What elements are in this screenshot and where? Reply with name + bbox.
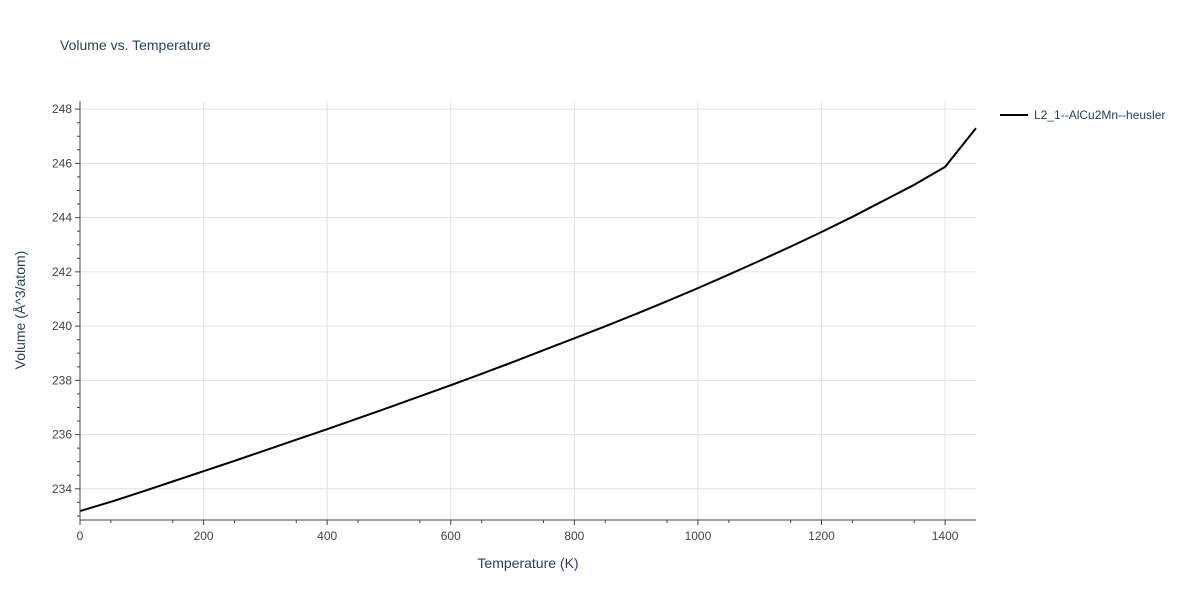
x-tick-label: 800 (564, 529, 584, 543)
grid-lines (80, 101, 976, 520)
chart-title: Volume vs. Temperature (60, 37, 211, 53)
series-line[interactable] (79, 127, 977, 513)
legend-entry-label: L2_1--AlCu2Mn--heusler (1034, 108, 1165, 122)
x-tick-label: 1400 (932, 529, 959, 543)
y-tick-label: 242 (52, 265, 72, 279)
y-tick-label: 234 (52, 482, 72, 496)
series-layer (79, 127, 977, 513)
x-tick-label: 400 (317, 529, 337, 543)
x-tick-label: 600 (441, 529, 461, 543)
y-tick-label: 236 (52, 428, 72, 442)
y-tick-label: 248 (52, 102, 72, 116)
y-tick-label: 246 (52, 156, 72, 170)
axis-ticks: 0 200 400 600 800 1000 1200 1400 234 236 238 240 242… (52, 102, 959, 543)
y-axis-title: Volume (Å^3/atom) (12, 251, 28, 370)
y-tick-label: 244 (52, 211, 72, 225)
x-axis-title: Temperature (K) (477, 555, 578, 571)
x-tick-label: 1000 (685, 529, 712, 543)
y-tick-label: 238 (52, 373, 72, 387)
legend[interactable]: L2_1--AlCu2Mn--heusler (1000, 108, 1165, 122)
y-tick-label: 240 (52, 319, 72, 333)
x-tick-label: 0 (77, 529, 84, 543)
x-tick-label: 200 (194, 529, 214, 543)
x-tick-label: 1200 (808, 529, 835, 543)
